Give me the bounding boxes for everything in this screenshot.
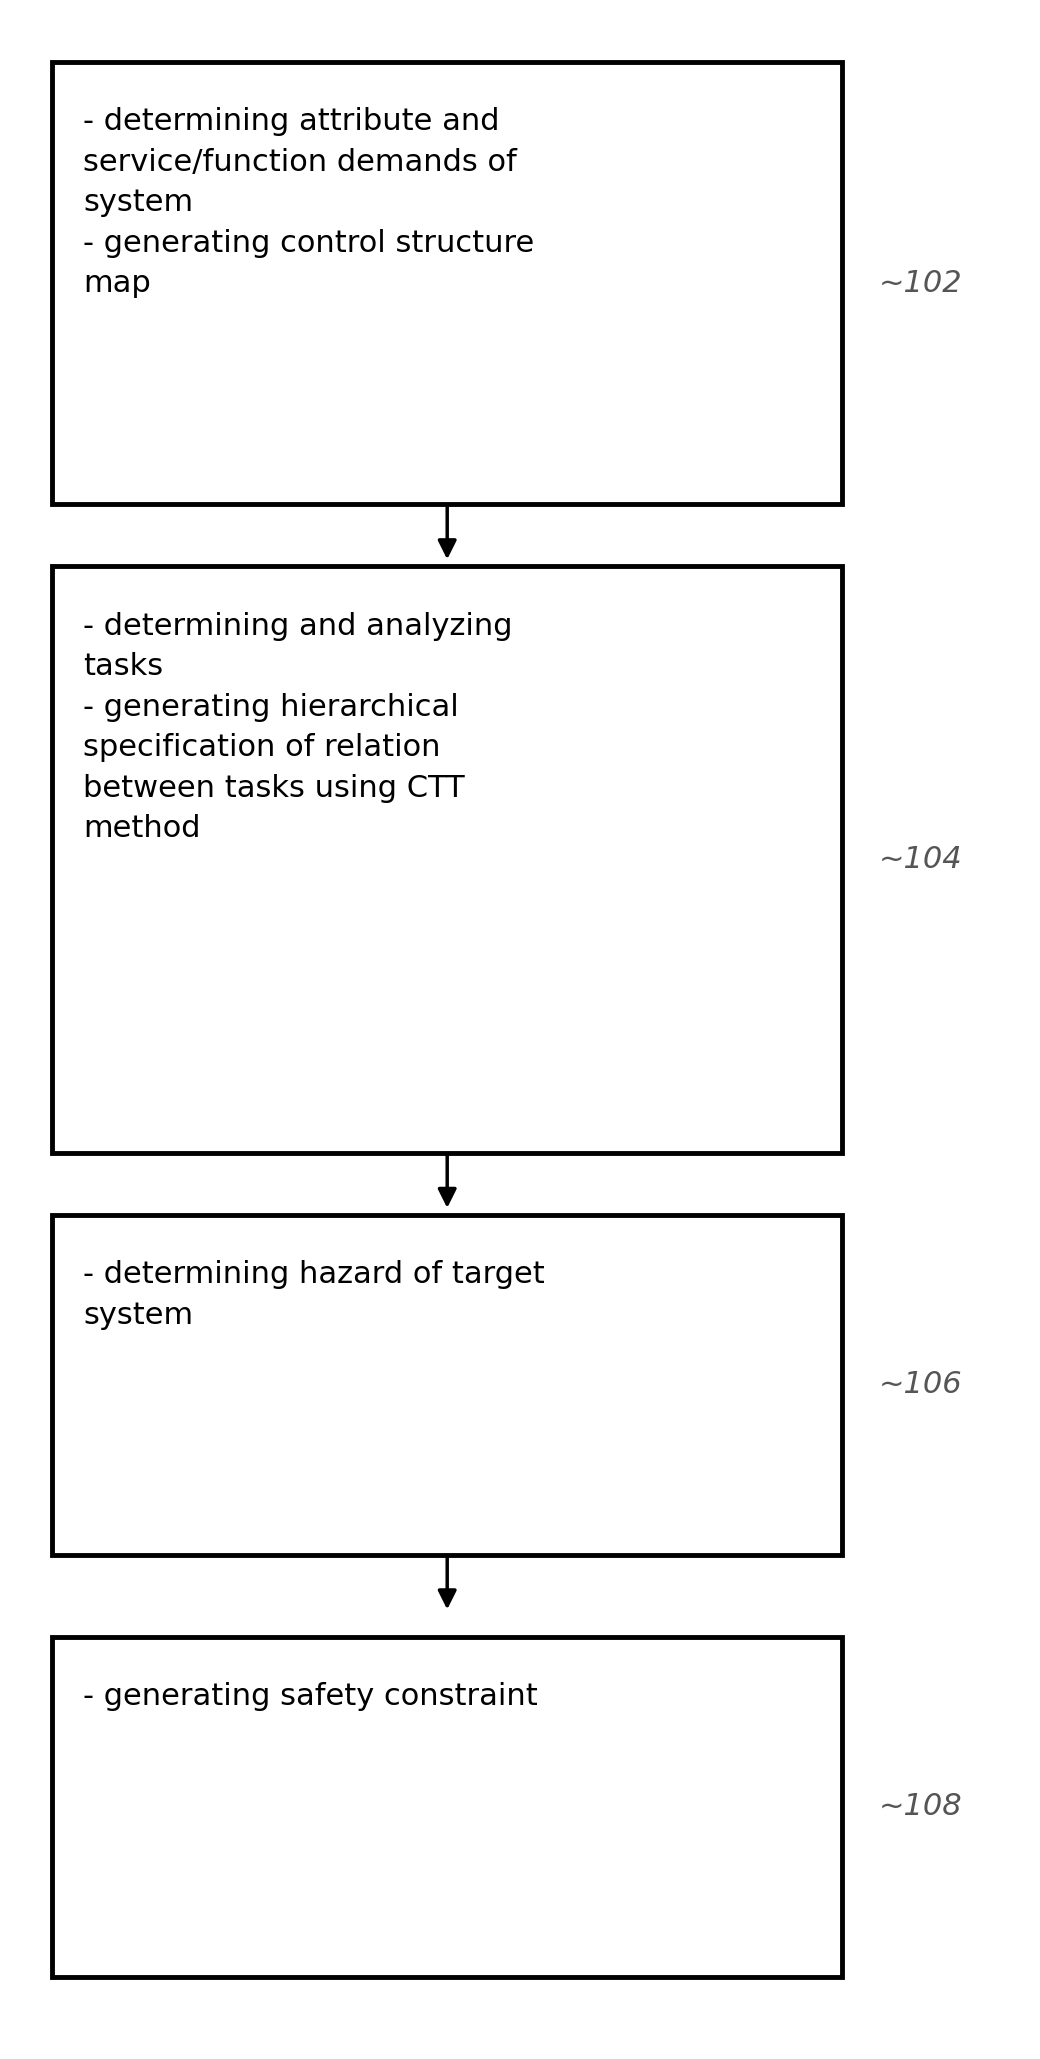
Text: - determining and analyzing
tasks
- generating hierarchical
specification of rel: - determining and analyzing tasks - gene… — [83, 612, 513, 842]
Text: - generating safety constraint: - generating safety constraint — [83, 1682, 538, 1711]
Text: ~108: ~108 — [879, 1791, 962, 1822]
Text: ~102: ~102 — [879, 268, 962, 299]
FancyBboxPatch shape — [52, 62, 842, 504]
Text: ~106: ~106 — [879, 1369, 962, 1400]
FancyBboxPatch shape — [52, 1215, 842, 1555]
FancyBboxPatch shape — [52, 1637, 842, 1977]
Text: - determining hazard of target
system: - determining hazard of target system — [83, 1260, 545, 1330]
FancyBboxPatch shape — [52, 566, 842, 1153]
Text: ~104: ~104 — [879, 844, 962, 875]
Text: - determining attribute and
service/function demands of
system
- generating cont: - determining attribute and service/func… — [83, 107, 535, 299]
